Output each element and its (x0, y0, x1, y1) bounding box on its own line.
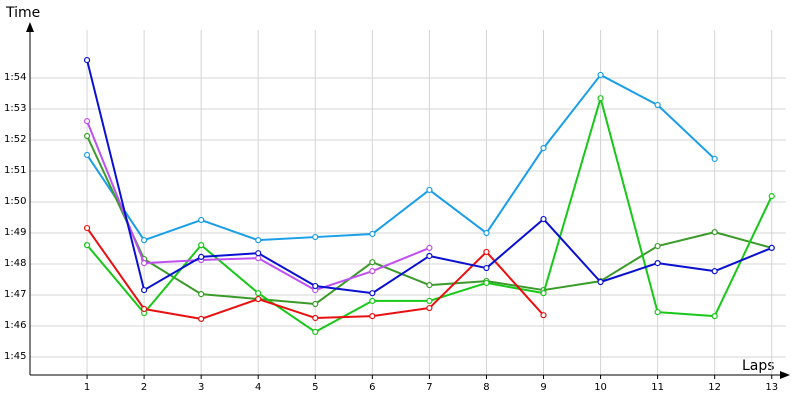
data-point (483, 229, 490, 237)
x-tick-label: 8 (483, 382, 489, 393)
data-point (369, 297, 376, 305)
data-point (597, 71, 604, 79)
data-point (198, 216, 205, 224)
y-tick-label: 1:53 (4, 103, 26, 114)
data-point (540, 312, 547, 319)
y-axis-arrow (26, 22, 34, 32)
data-point (141, 305, 148, 313)
data-point (141, 237, 148, 244)
data-point (255, 290, 262, 297)
data-point (768, 244, 775, 252)
data-point (654, 242, 661, 250)
grid (30, 30, 786, 375)
data-point (83, 56, 91, 64)
x-tick-label: 4 (255, 382, 261, 393)
series-line (86, 73, 716, 242)
data-point (711, 155, 718, 163)
data-point (312, 233, 319, 241)
y-tick-label: 1:51 (4, 165, 26, 176)
data-point (597, 95, 604, 102)
data-point (483, 248, 490, 256)
y-axis-title: Time (5, 5, 40, 21)
data-point (83, 242, 91, 249)
data-point (426, 304, 433, 312)
data-point (768, 193, 775, 200)
x-axis-title: Laps (742, 358, 775, 374)
data-point (83, 151, 91, 159)
x-tick-label: 9 (540, 382, 546, 393)
data-point (198, 290, 205, 298)
data-point (198, 242, 205, 249)
x-tick-label: 3 (198, 382, 204, 393)
data-point (255, 237, 262, 244)
data-point (312, 282, 319, 290)
data-point (711, 229, 718, 236)
data-point (654, 259, 661, 267)
y-tick-label: 1:45 (4, 351, 26, 362)
data-point (198, 315, 205, 322)
data-point (540, 144, 547, 152)
y-tick-label: 1:49 (4, 227, 26, 238)
data-point (426, 252, 433, 260)
plot-area (83, 56, 775, 336)
data-point (83, 224, 91, 232)
x-tick-label: 13 (765, 382, 778, 393)
data-point (198, 253, 205, 261)
data-point (83, 132, 91, 140)
y-tick-label: 1:50 (4, 196, 26, 207)
data-point (369, 313, 376, 320)
data-point (597, 278, 604, 286)
data-point (711, 268, 718, 275)
x-tick-label: 11 (651, 382, 664, 393)
data-point (711, 313, 718, 320)
data-point (141, 286, 148, 294)
data-point (255, 250, 262, 257)
data-point (369, 259, 376, 266)
y-tick-label: 1:54 (4, 72, 26, 83)
y-tick-label: 1:46 (4, 320, 26, 331)
data-point (426, 297, 433, 305)
x-tick-label: 10 (594, 382, 607, 393)
data-point (654, 101, 661, 109)
x-tick-label: 7 (426, 382, 432, 393)
data-point (426, 186, 433, 194)
data-point (255, 295, 262, 303)
data-point (426, 282, 433, 289)
y-tick-label: 1:52 (4, 134, 26, 145)
data-point (369, 268, 376, 275)
x-axis-arrow (780, 371, 790, 379)
data-point (141, 259, 148, 267)
data-point (312, 314, 319, 322)
y-tick-label: 1:47 (4, 289, 26, 300)
x-tick-label: 2 (141, 382, 147, 393)
x-tick-label: 5 (312, 382, 318, 393)
y-tick-label: 1:48 (4, 258, 26, 269)
data-point (540, 215, 547, 223)
data-point (483, 279, 490, 287)
x-tick-label: 12 (708, 382, 721, 393)
x-tick-label: 1 (84, 382, 90, 393)
data-point (83, 118, 91, 125)
data-point (483, 264, 490, 272)
data-point (369, 290, 376, 297)
x-tick-label: 6 (369, 382, 375, 393)
data-point (426, 244, 433, 252)
data-point (654, 308, 661, 316)
data-point (312, 328, 319, 336)
data-point (369, 230, 376, 238)
data-point (312, 300, 319, 308)
data-point (540, 290, 547, 297)
data-point (255, 255, 262, 262)
